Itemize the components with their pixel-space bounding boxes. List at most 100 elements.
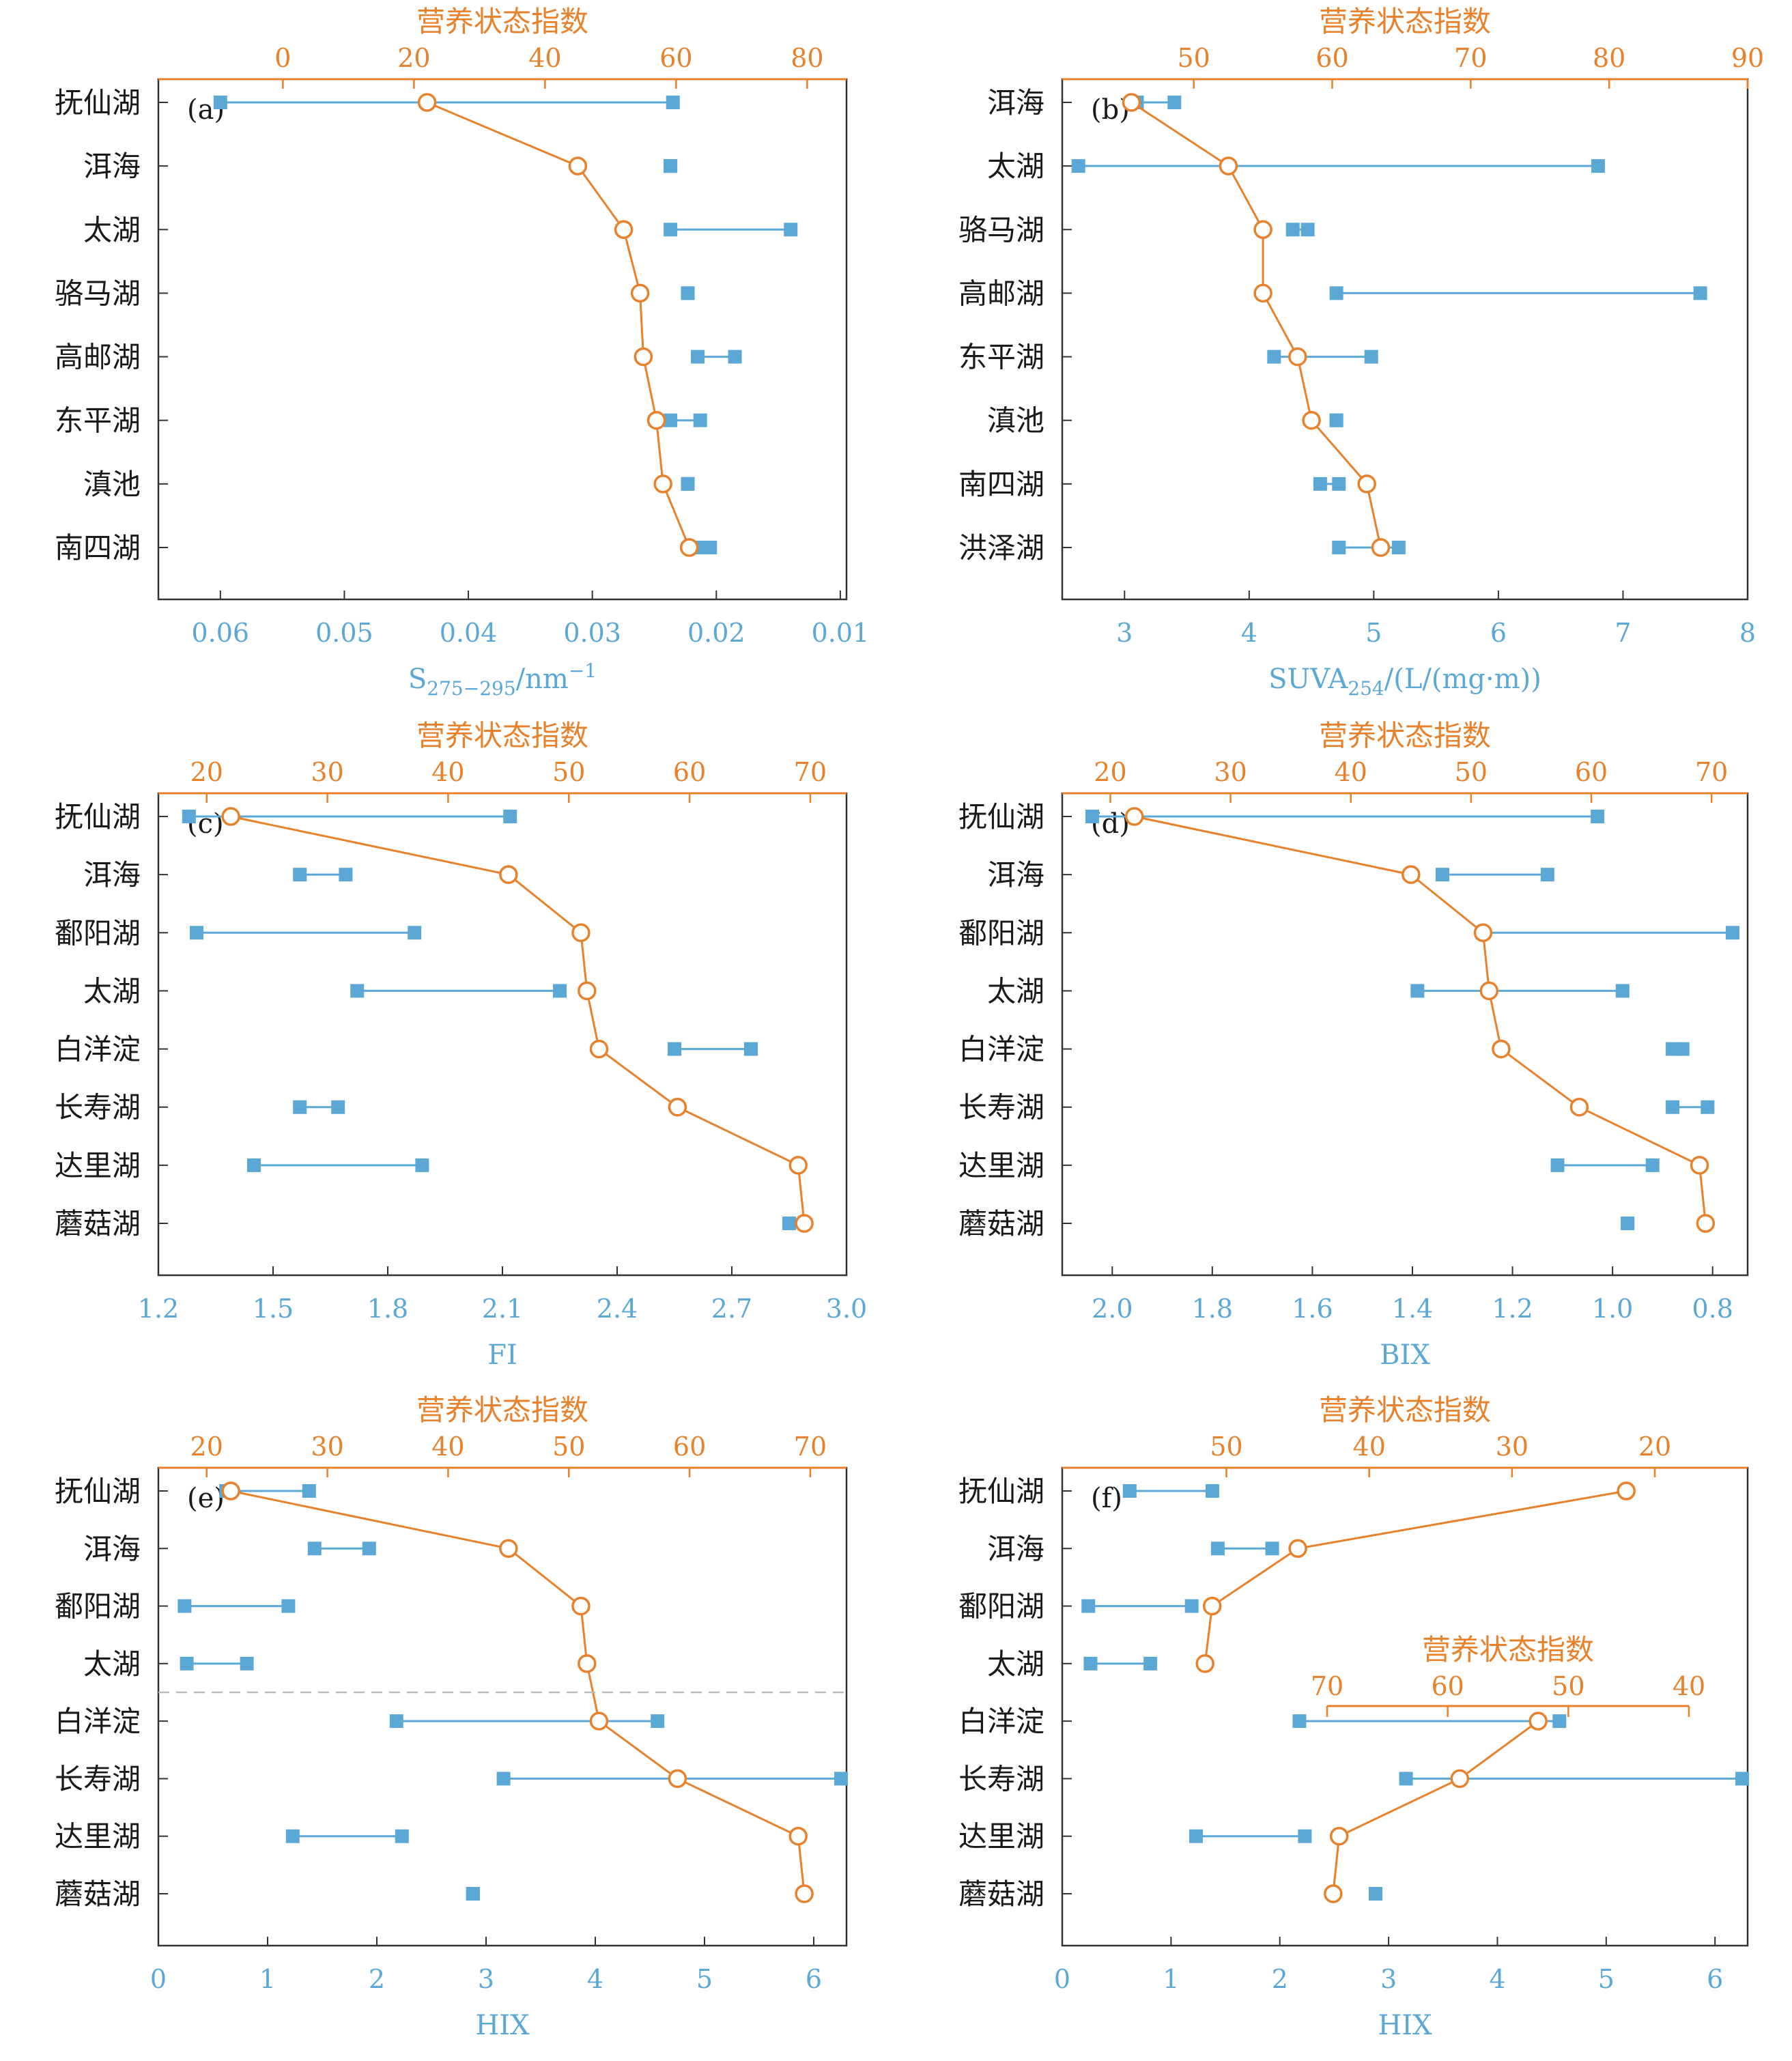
- plot-frame: [1061, 792, 1749, 1277]
- range-min-marker: [293, 868, 307, 882]
- lake-label: 鄱阳湖: [958, 1590, 1044, 1623]
- range-max-marker: [362, 1541, 376, 1556]
- range-min-marker: [1666, 1100, 1680, 1114]
- lake-label: 白洋淀: [958, 1705, 1044, 1738]
- range-max-marker: [302, 1484, 316, 1498]
- trophic-point: [571, 923, 591, 943]
- panel-label: (f): [1091, 1483, 1122, 1514]
- lake-label: 达里湖: [958, 1149, 1044, 1182]
- inset-axis-label: 营养状态指数: [1422, 1633, 1594, 1666]
- range-min-marker: [1329, 286, 1343, 300]
- trophic-point: [589, 1039, 609, 1059]
- range-min-marker: [182, 810, 196, 823]
- range-max-marker: [1167, 96, 1182, 109]
- top-tick-label: 70: [1454, 43, 1487, 73]
- trophic-point: [1528, 1711, 1548, 1731]
- top-tick-label: 40: [1353, 1432, 1386, 1462]
- range-max-marker: [1615, 984, 1630, 998]
- range-max-marker: [503, 810, 517, 823]
- inset-tick-label: 60: [1431, 1671, 1464, 1701]
- x-tick-label: 0.01: [812, 618, 870, 648]
- trophic-point: [795, 1884, 814, 1903]
- trophic-point: [1302, 410, 1321, 430]
- trophic-point: [571, 1596, 591, 1616]
- x-tick-label: 1.8: [1192, 1294, 1233, 1324]
- trophic-line: [1204, 1490, 1627, 1664]
- range-max-marker: [1621, 1217, 1635, 1230]
- range-min-marker: [1085, 810, 1099, 823]
- lake-label: 抚仙湖: [55, 86, 141, 119]
- x-tick-label: 4: [1489, 1964, 1505, 1994]
- trophic-point: [1473, 923, 1493, 943]
- x-tick-label: 3: [1116, 618, 1133, 648]
- x-tick-label: 5: [1598, 1964, 1615, 1994]
- range-max-marker: [281, 1599, 296, 1613]
- top-tick-label: 0: [274, 43, 291, 73]
- top-tick-label: 20: [190, 1432, 223, 1462]
- trophic-point: [1219, 156, 1238, 175]
- range-min-marker: [1550, 1158, 1565, 1172]
- range-min-marker: [177, 1599, 192, 1613]
- range-max-marker: [1205, 1484, 1219, 1498]
- range-max-marker: [1701, 1100, 1715, 1114]
- x-tick-label: 2: [369, 1964, 385, 1994]
- x-tick-label: 1: [1163, 1964, 1179, 1994]
- x-axis-label: HIX: [475, 2010, 530, 2041]
- inset-tick-label: 70: [1311, 1671, 1343, 1701]
- x-axis-label: HIX: [1378, 2010, 1432, 2041]
- trophic-line: [230, 815, 806, 1224]
- range-min-marker: [664, 413, 678, 427]
- lake-label: 太湖: [83, 213, 141, 246]
- lake-label: 南四湖: [958, 468, 1044, 501]
- trophic-point: [1371, 538, 1391, 557]
- trophic-point: [788, 1156, 808, 1175]
- range-max-marker: [466, 1887, 480, 1901]
- trophic-point: [221, 807, 240, 826]
- lake-label: 抚仙湖: [958, 1475, 1044, 1508]
- lake-label: 洱海: [987, 858, 1044, 892]
- range-max-marker: [1726, 926, 1740, 940]
- range-max-marker: [395, 1829, 409, 1843]
- range-max-marker: [784, 223, 798, 237]
- lake-label: 骆马湖: [55, 276, 141, 310]
- trophic-point: [668, 1097, 687, 1117]
- lake-label: 白洋淀: [55, 1705, 141, 1738]
- trophic-point: [1617, 1481, 1636, 1501]
- top-axis-label: 营养状态指数: [416, 1393, 588, 1427]
- range-min-marker: [1410, 984, 1425, 998]
- range-min-marker: [1122, 1484, 1137, 1498]
- range-max-marker: [1364, 350, 1378, 364]
- lake-label: 骆马湖: [958, 213, 1044, 246]
- x-tick-label: 2.4: [597, 1294, 638, 1324]
- x-tick-label: 2.1: [482, 1294, 523, 1324]
- range-max-marker: [693, 413, 707, 427]
- trophic-point: [1124, 807, 1144, 826]
- x-tick-label: 3: [478, 1964, 494, 1994]
- range-min-marker: [1399, 1772, 1413, 1786]
- range-max-marker: [1332, 477, 1346, 491]
- trophic-point: [1402, 865, 1421, 884]
- lake-label: 蘑菇湖: [55, 1877, 141, 1911]
- panel-e: (e) 0 1 2 3 4 5 6 HIX 20 30 40 50 60 70 营养状态指数抚仙湖洱海鄱阳湖太…: [55, 1393, 848, 2041]
- trophic-line: [1134, 815, 1707, 1224]
- lake-label: 高邮湖: [958, 276, 1044, 310]
- lake-label: 滇池: [987, 404, 1044, 438]
- lake-label: 太湖: [987, 974, 1044, 1008]
- top-axis-label: 营养状态指数: [1319, 5, 1491, 38]
- trophic-point: [668, 1769, 687, 1789]
- range-max-marker: [415, 1158, 429, 1172]
- top-tick-label: 30: [1214, 757, 1247, 787]
- range-max-marker: [1298, 1829, 1312, 1843]
- trophic-point: [1492, 1039, 1511, 1059]
- lake-label: 洱海: [83, 1532, 141, 1565]
- trophic-point: [646, 410, 666, 430]
- range-min-marker: [293, 1100, 307, 1114]
- range-min-marker: [1267, 350, 1281, 364]
- x-tick-label: 7: [1615, 618, 1631, 648]
- lake-label: 太湖: [83, 1647, 141, 1681]
- trophic-point: [1479, 981, 1499, 1001]
- range-min-marker: [691, 350, 705, 364]
